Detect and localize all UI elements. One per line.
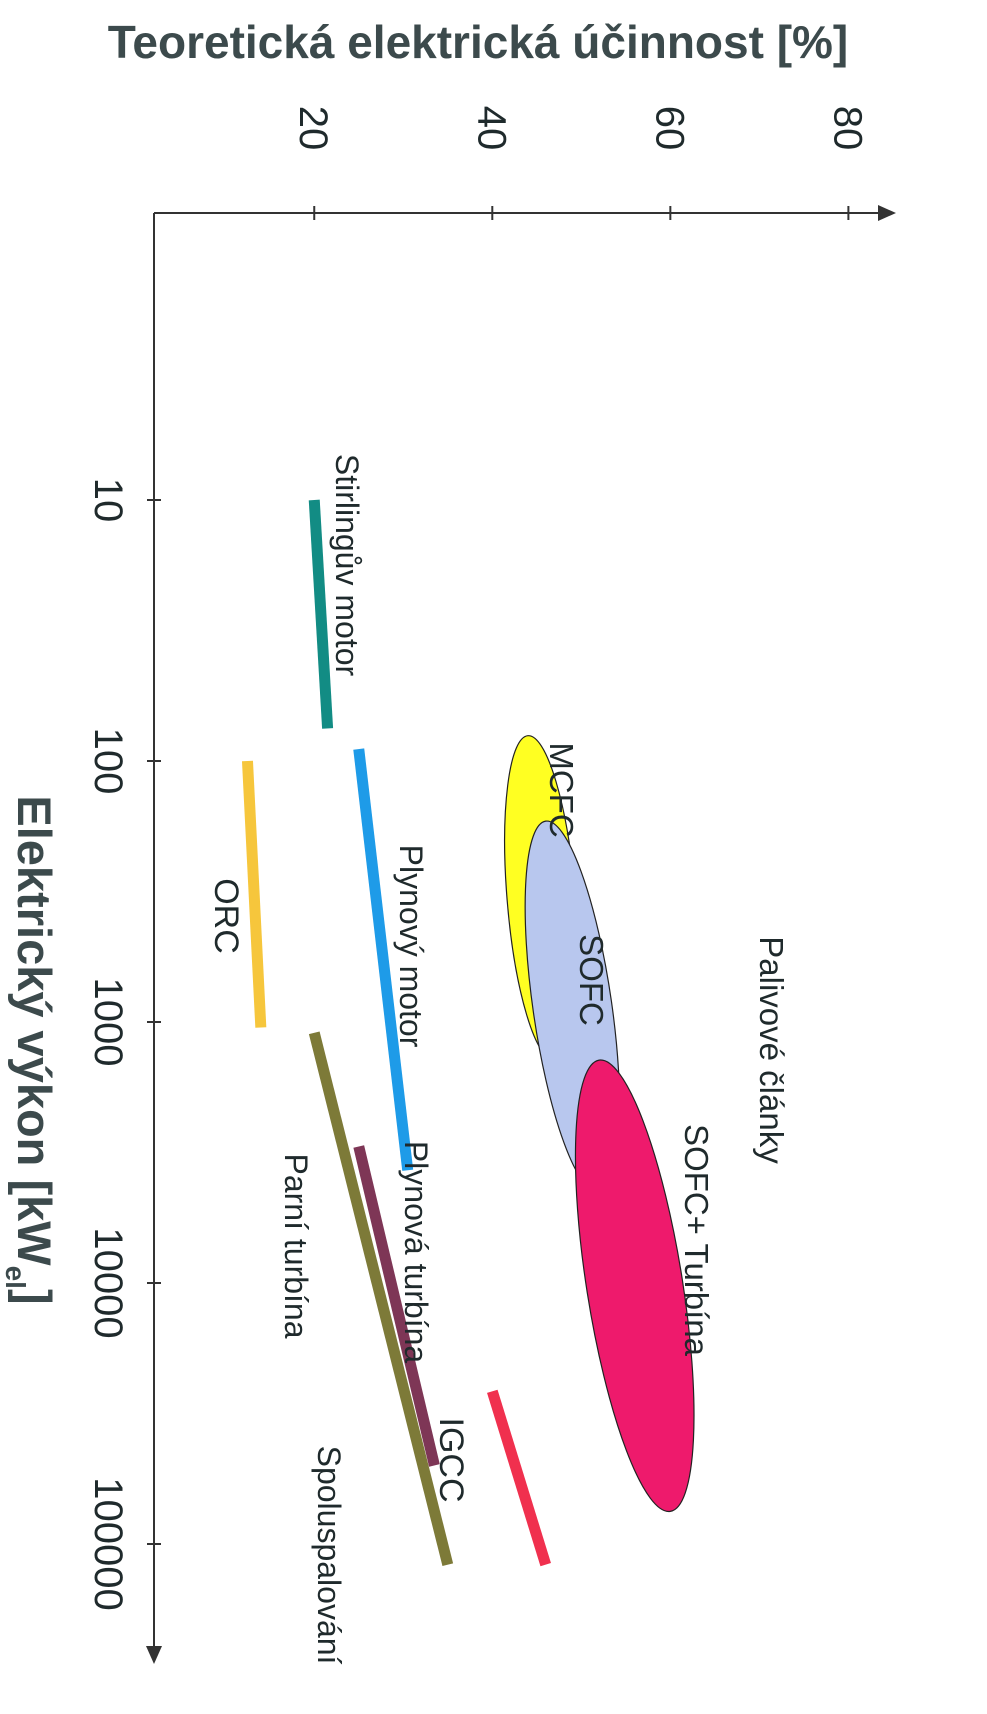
series-ellipse-sofc-turbina [574, 1059, 695, 1513]
x-axis-title-subscript: el [0, 1266, 31, 1289]
label-orc: ORC [207, 878, 245, 954]
y-ticks: 20 40 60 80 [291, 106, 869, 220]
data-labels: Stirlingův motor ORC Plynový motor Parní tu… [207, 454, 715, 1665]
label-stirling: Stirlingův motor [329, 454, 365, 677]
y-axis-arrowhead [878, 205, 896, 221]
label-sofc-turbina: SOFC+ Turbína [678, 1124, 715, 1357]
series-bar-igcc [487, 1389, 551, 1567]
x-axis-arrowhead [146, 1646, 162, 1664]
label-parni-turbina: Parní turbína [278, 1154, 314, 1339]
label-mcfc: MCFC [543, 742, 580, 837]
x-tick-label: 1000 [86, 978, 130, 1067]
x-ticks: 10 100 1000 10000 100000 [86, 478, 161, 1611]
axes [146, 205, 896, 1664]
x-axis-title: Elektrický výkon [kWel] [0, 795, 61, 1304]
x-tick-label: 100 [86, 728, 130, 795]
x-tick-label: 10000 [86, 1227, 130, 1338]
label-spoluspalovani: Spoluspalování [311, 1446, 347, 1665]
series-bar-plynova-turbina [353, 1145, 440, 1467]
label-plynovy-motor: Plynový motor [393, 845, 429, 1048]
series-bar-plynovy-motor [353, 748, 414, 1171]
label-plynova-turbina: Plynová turbína [398, 1141, 434, 1364]
y-tick-label: 20 [291, 106, 335, 151]
series-bar-stirlinguv-motor [308, 499, 334, 729]
label-igcc: IGCC [432, 1418, 470, 1503]
label-sofc: SOFC [573, 934, 610, 1026]
y-tick-label: 80 [825, 106, 869, 151]
series-bar-orc [241, 760, 267, 1028]
data-marks [241, 499, 695, 1567]
y-tick-label: 60 [647, 106, 691, 151]
x-tick-label: 10 [86, 478, 130, 523]
y-tick-label: 40 [469, 106, 513, 151]
y-axis-title: Teoretická elektrická účinnost [%] [108, 16, 849, 68]
x-tick-label: 100000 [86, 1477, 130, 1610]
fuel-cells-annotation: Palivové články [753, 936, 790, 1164]
series-bar-parni-turbina [308, 1031, 454, 1567]
